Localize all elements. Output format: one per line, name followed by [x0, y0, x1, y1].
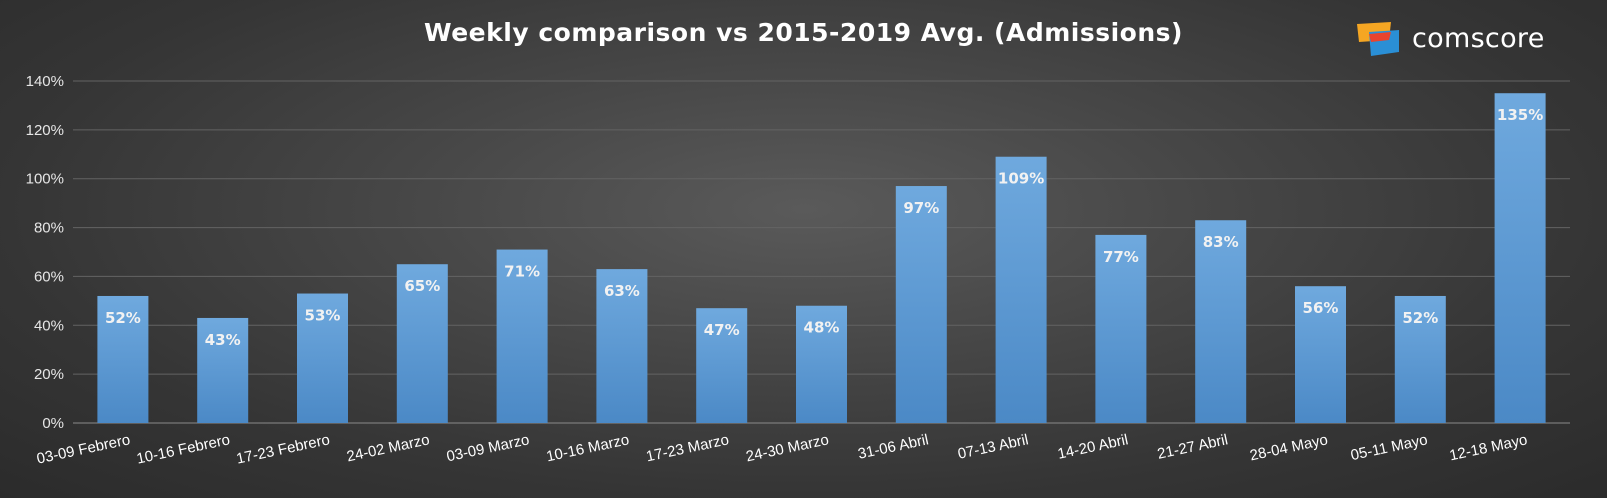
x-axis-ticks: 03-09 Febrero 10-16 Febrero 17-23 Febrero 2… — [35, 431, 1529, 467]
data-label: 97% — [903, 199, 939, 217]
data-label: 47% — [704, 321, 740, 339]
comscore-logo-icon — [1357, 22, 1399, 56]
bar — [1494, 93, 1546, 423]
x-tick-label: 14-20 Abril — [1056, 431, 1130, 463]
data-label: 77% — [1103, 248, 1139, 266]
y-tick-label: 0% — [42, 415, 64, 432]
bar — [297, 293, 348, 423]
x-tick-label: 21-27 Abril — [1156, 431, 1230, 463]
y-tick-label: 20% — [34, 366, 64, 383]
bar — [1394, 295, 1446, 423]
y-tick-label: 120% — [26, 122, 64, 139]
data-label: 83% — [1203, 233, 1239, 251]
x-tick-label: 10-16 Marzo — [545, 431, 631, 465]
x-tick-label: 17-23 Marzo — [645, 431, 731, 465]
x-tick-label: 03-09 Febrero — [35, 431, 132, 467]
bar — [396, 264, 448, 423]
data-label: 43% — [205, 331, 241, 349]
x-tick-label: 31-06 Abril — [856, 431, 930, 463]
bars — [97, 93, 1546, 423]
data-label: 52% — [105, 309, 141, 327]
bar — [197, 317, 249, 423]
data-label: 109% — [998, 170, 1044, 188]
x-tick-label: 12-18 Mayo — [1448, 431, 1529, 464]
bar — [97, 295, 149, 423]
bar — [1295, 286, 1346, 423]
x-tick-label: 10-16 Febrero — [135, 431, 232, 467]
bar — [596, 269, 648, 423]
bar — [1095, 234, 1147, 423]
x-tick-label: 28-04 Mayo — [1248, 431, 1329, 464]
x-tick-label: 24-02 Marzo — [345, 431, 431, 465]
y-tick-label: 100% — [26, 171, 64, 188]
bar — [496, 249, 548, 423]
bar — [696, 308, 748, 423]
data-label: 63% — [604, 282, 640, 300]
data-labels: 52% 43% 53% 65% 71% 63% 47% 48% 97% 109% 77% 83% 56%… — [105, 106, 1543, 349]
brand-logo: comscore — [1355, 20, 1595, 60]
data-label: 53% — [305, 307, 341, 325]
y-tick-label: 60% — [34, 268, 64, 285]
data-label: 65% — [404, 277, 440, 295]
brand-name: comscore — [1412, 23, 1545, 54]
x-tick-label: 07-13 Abril — [956, 431, 1030, 463]
data-label: 48% — [804, 319, 840, 337]
data-label: 56% — [1303, 299, 1339, 317]
y-axis-ticks: 0% 20% 40% 60% 80% 100% 120% 140% — [26, 73, 64, 432]
data-label: 135% — [1497, 106, 1543, 124]
bar — [995, 156, 1047, 423]
bar — [796, 305, 847, 423]
x-tick-label: 24-30 Marzo — [744, 431, 830, 465]
chart-title: Weekly comparison vs 2015-2019 Avg. (Adm… — [424, 18, 1183, 47]
y-tick-label: 40% — [34, 317, 64, 334]
y-tick-label: 80% — [34, 220, 64, 237]
y-tick-label: 140% — [26, 73, 64, 90]
x-tick-label: 17-23 Febrero — [235, 431, 332, 467]
data-label: 71% — [504, 263, 540, 281]
bar — [895, 186, 947, 423]
x-tick-label: 03-09 Marzo — [445, 431, 531, 465]
bar — [1195, 220, 1247, 423]
data-label: 52% — [1402, 309, 1438, 327]
x-tick-label: 05-11 Mayo — [1349, 431, 1429, 464]
